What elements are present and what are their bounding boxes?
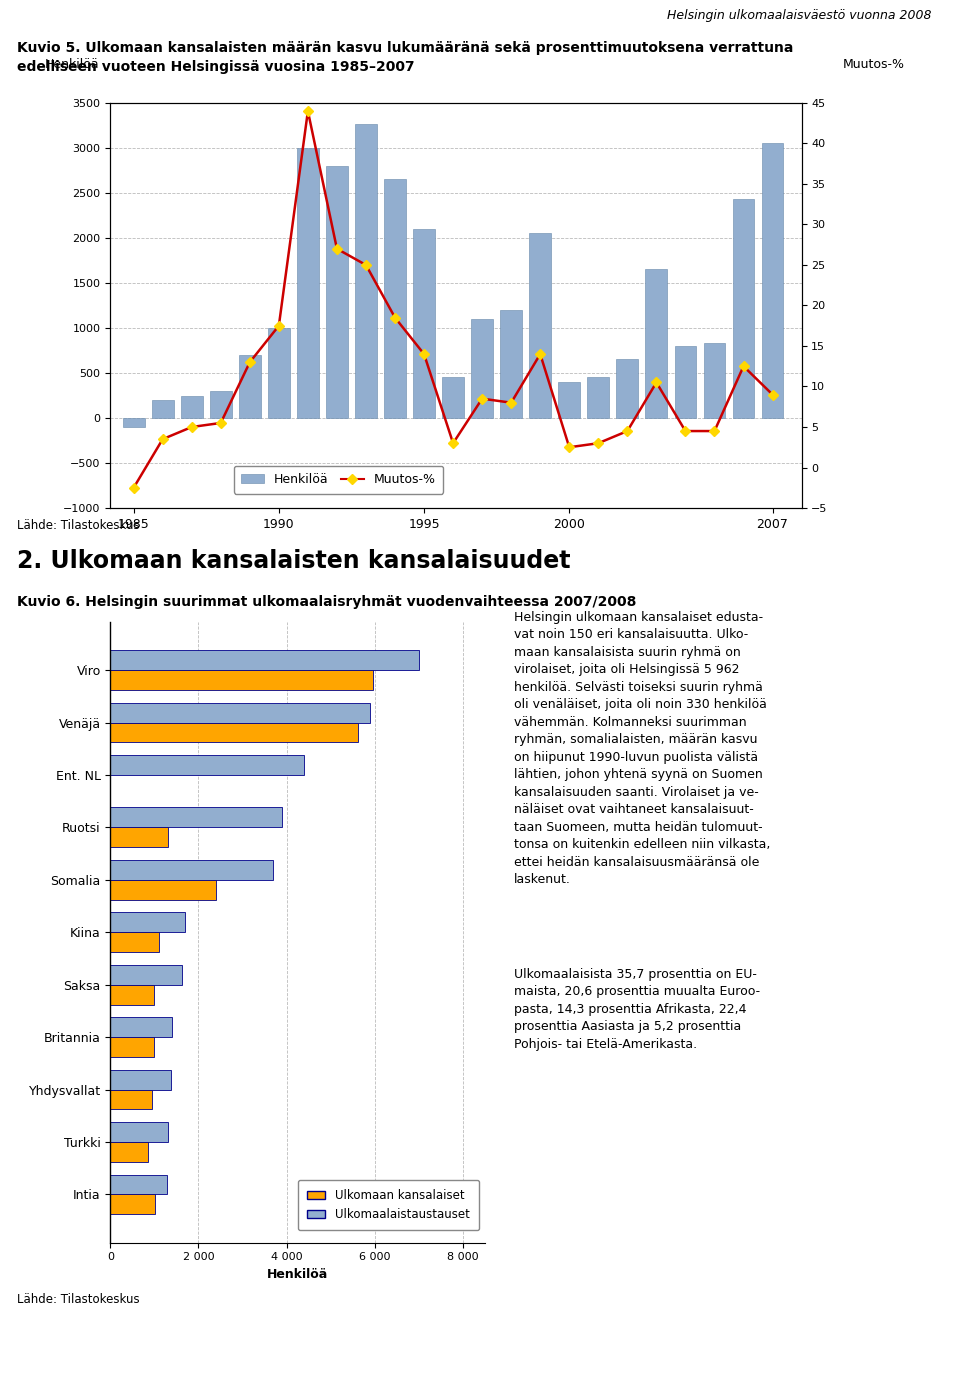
Bar [110, 965, 181, 984]
Bar [443, 378, 464, 417]
Bar [110, 859, 274, 880]
Text: edelliseen vuoteen Helsingissä vuosina 1985–2007: edelliseen vuoteen Helsingissä vuosina 1… [17, 60, 415, 74]
Bar [110, 670, 373, 691]
Text: Lähde: Tilastokeskus: Lähde: Tilastokeskus [17, 519, 140, 531]
Bar [268, 328, 290, 417]
Text: Lähde: Tilastokeskus: Lähde: Tilastokeskus [17, 1293, 140, 1306]
Bar [761, 143, 783, 417]
Bar [180, 395, 203, 417]
Text: Henkilöä: Henkilöä [45, 58, 100, 70]
Bar [704, 343, 726, 417]
Bar [110, 807, 282, 828]
Bar [110, 722, 358, 743]
Bar [326, 166, 348, 417]
Bar [110, 1070, 171, 1090]
Bar [732, 199, 755, 417]
Bar [616, 360, 638, 417]
Text: Muutos-%: Muutos-% [843, 58, 905, 70]
Bar [110, 828, 168, 847]
Bar [152, 400, 174, 417]
Bar [110, 880, 216, 899]
Text: 2. Ulkomaan kansalaisten kansalaisuudet: 2. Ulkomaan kansalaisten kansalaisuudet [17, 549, 571, 573]
Bar [559, 382, 580, 417]
Legend: Henkilöä, Muutos-%: Henkilöä, Muutos-% [234, 465, 444, 494]
Bar [110, 932, 158, 953]
Bar [110, 912, 185, 932]
Text: Ulkomaalaisista 35,7 prosenttia on EU-
maista, 20,6 prosenttia muualta Euroo-
pa: Ulkomaalaisista 35,7 prosenttia on EU- m… [514, 968, 759, 1050]
X-axis label: Henkilöä: Henkilöä [267, 1267, 328, 1281]
Bar [110, 1122, 168, 1142]
Text: Kuvio 6. Helsingin suurimmat ulkomaalaisryhmät vuodenvaihteessa 2007/2008: Kuvio 6. Helsingin suurimmat ulkomaalais… [17, 595, 636, 608]
Bar [500, 310, 522, 417]
Bar [355, 124, 377, 417]
Bar [110, 1195, 156, 1214]
Bar [110, 1142, 148, 1162]
Bar [110, 651, 419, 670]
Bar [210, 391, 231, 417]
Bar [110, 1090, 153, 1109]
Bar [110, 984, 154, 1005]
Bar [588, 378, 610, 417]
Bar [110, 1037, 154, 1057]
Bar [110, 1174, 167, 1195]
Text: Kuvio 5. Ulkomaan kansalaisten määrän kasvu lukumääränä sekä prosenttimuutoksena: Kuvio 5. Ulkomaan kansalaisten määrän ka… [17, 41, 794, 55]
Bar [123, 417, 145, 427]
Bar [413, 229, 435, 417]
Bar [297, 148, 319, 417]
Bar [645, 269, 667, 417]
Bar [384, 180, 406, 417]
Bar [529, 233, 551, 417]
Bar [110, 755, 304, 774]
Text: Helsingin ulkomaan kansalaiset edusta-
vat noin 150 eri kansalaisuutta. Ulko-
ma: Helsingin ulkomaan kansalaiset edusta- v… [514, 611, 770, 887]
Bar [675, 346, 696, 417]
Legend: Ulkomaan kansalaiset, Ulkomaalaistaustauset: Ulkomaan kansalaiset, Ulkomaalaistaustau… [298, 1179, 479, 1230]
Bar [471, 319, 493, 417]
Bar [110, 1017, 172, 1037]
Text: Helsingin ulkomaalaisväestö vuonna 2008: Helsingin ulkomaalaisväestö vuonna 2008 [666, 8, 931, 22]
Bar [239, 356, 261, 417]
Bar [110, 703, 371, 722]
